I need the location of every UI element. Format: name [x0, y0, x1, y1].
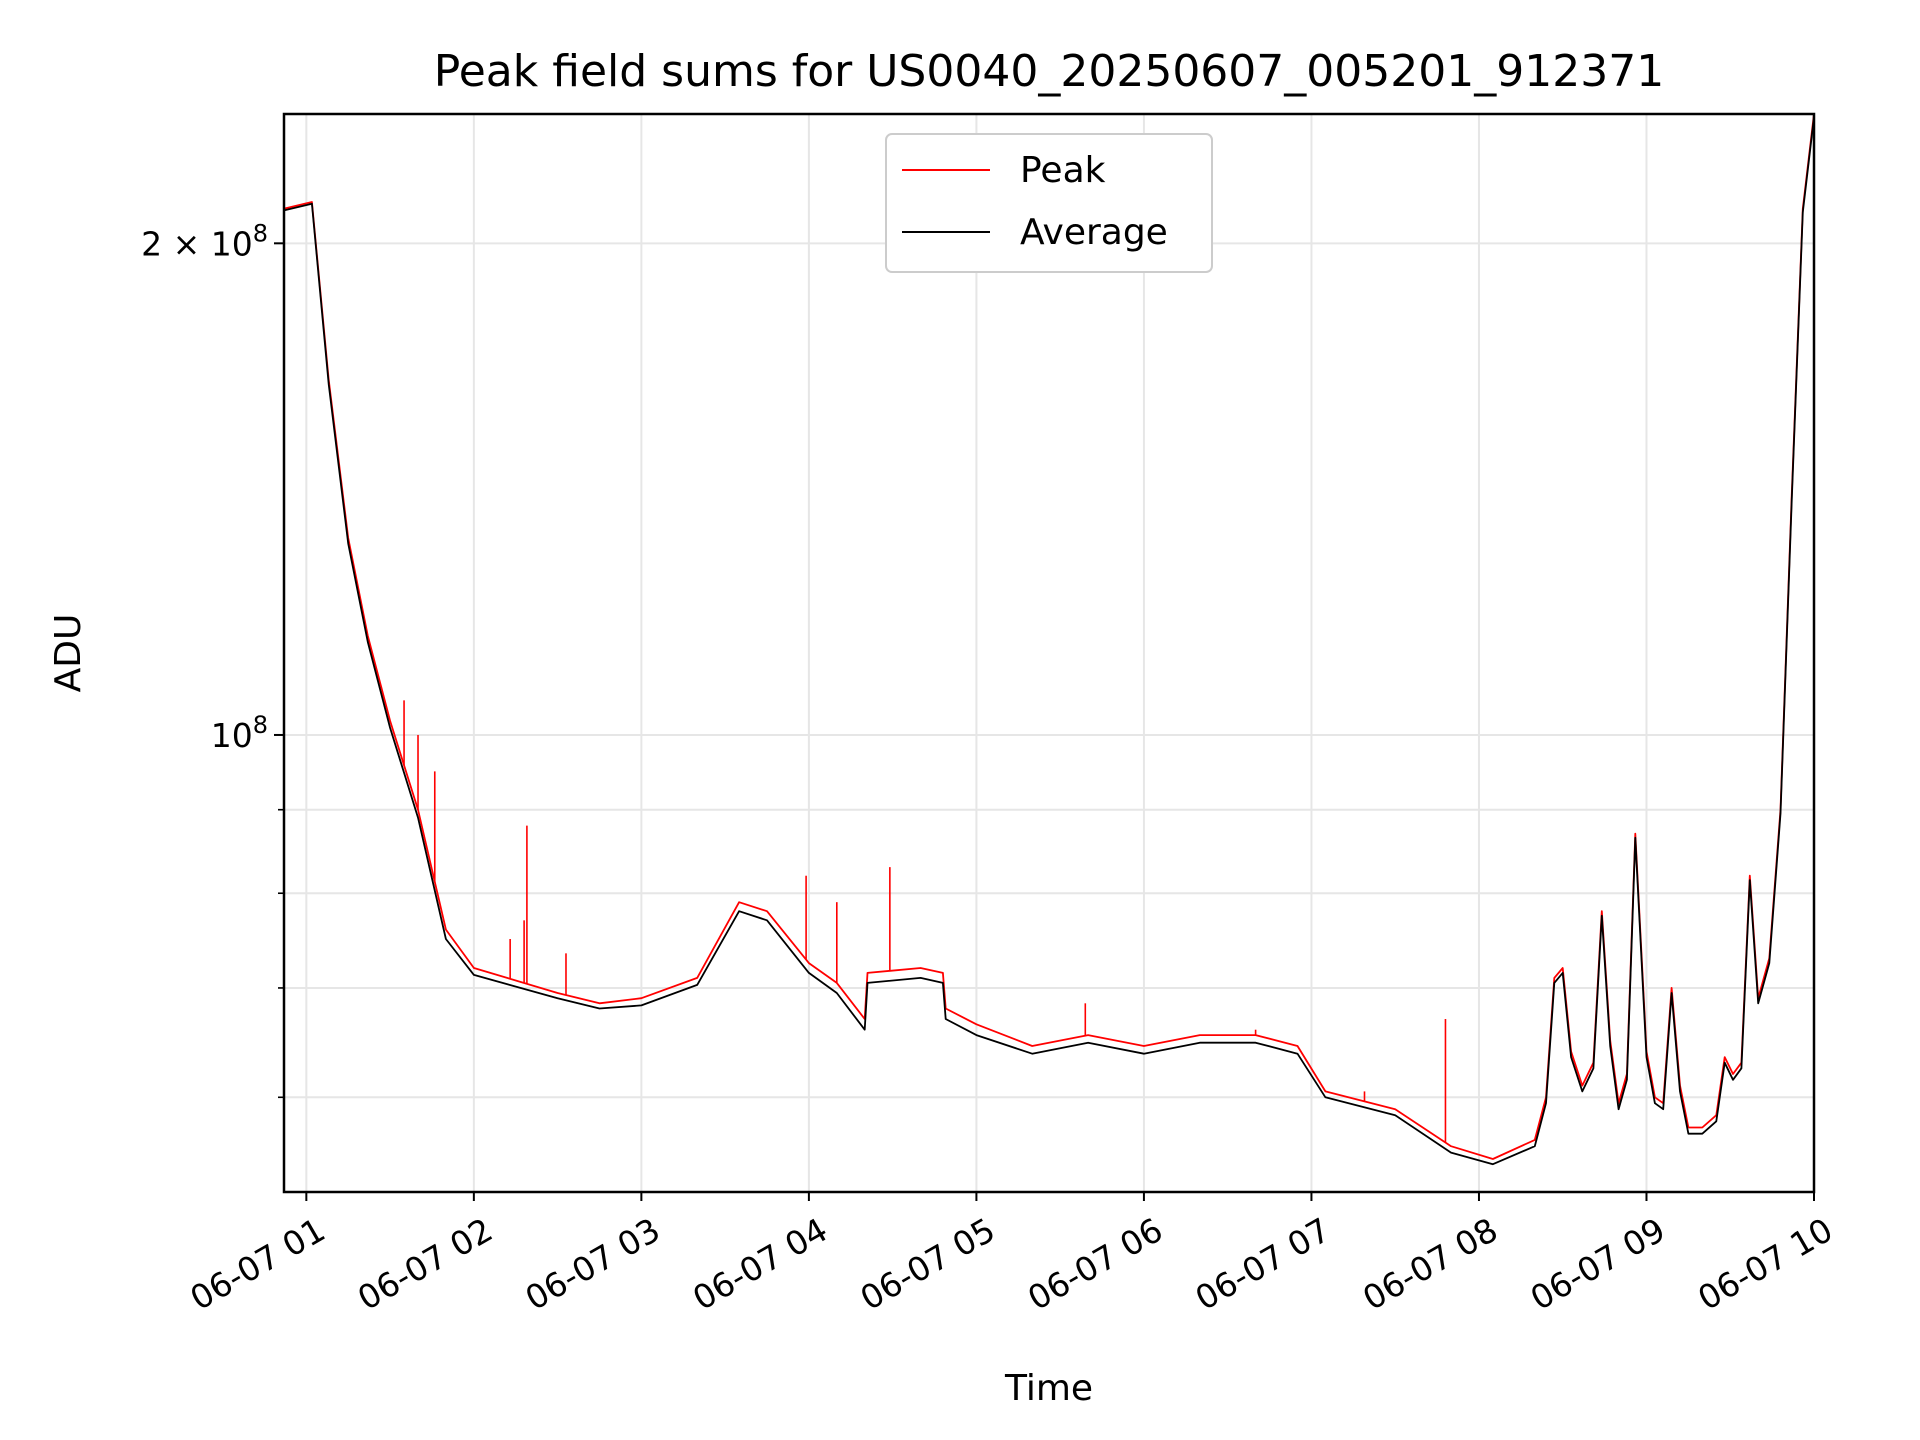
legend-label-peak: Peak: [1020, 150, 1106, 191]
chart-title: Peak field sums for US0040_20250607_0052…: [434, 46, 1664, 97]
legend: Peak Average: [885, 133, 1213, 273]
plot-frame: [282, 112, 1816, 1194]
y-tick-label: 2 × 108: [141, 219, 268, 263]
y-tick-label: 108: [211, 711, 268, 755]
series-layer: [284, 114, 1814, 1166]
series-line-peak: [284, 114, 1814, 1160]
x-axis-label: Time: [1004, 1368, 1093, 1409]
y-axis-label: ADU: [48, 614, 89, 693]
legend-label-average: Average: [1020, 212, 1168, 253]
legend-box: [885, 133, 1213, 273]
series-line-average: [284, 116, 1814, 1166]
